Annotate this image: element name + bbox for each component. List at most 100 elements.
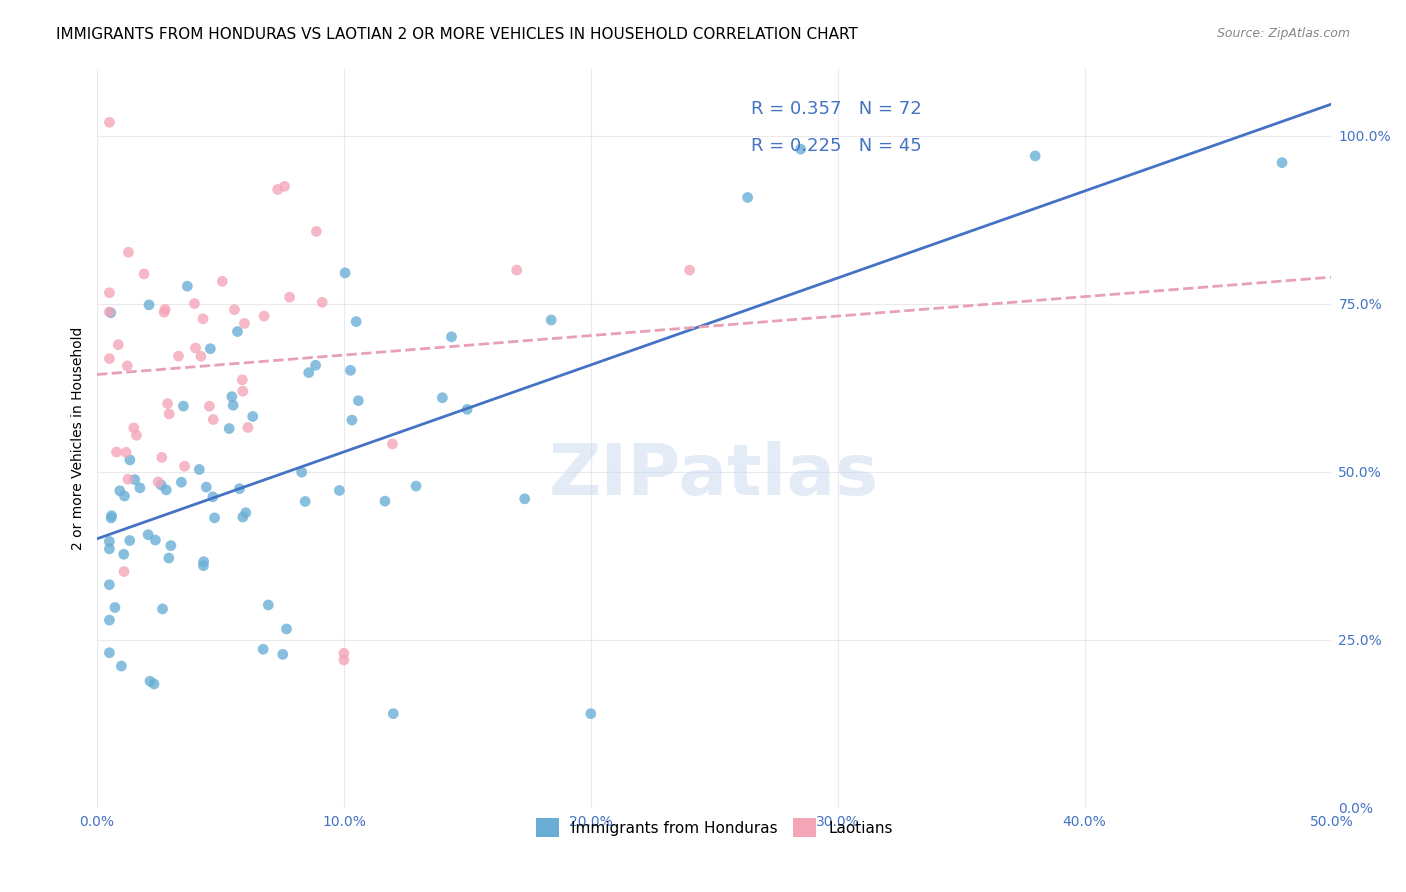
Point bbox=[405, 479, 427, 493]
Text: Source: ZipAtlas.com: Source: ZipAtlas.com bbox=[1216, 27, 1350, 40]
Point bbox=[157, 407, 180, 421]
Point bbox=[100, 306, 122, 320]
Point bbox=[211, 274, 233, 288]
Point bbox=[193, 558, 215, 573]
Point bbox=[117, 472, 139, 486]
Point bbox=[228, 482, 250, 496]
Point bbox=[304, 358, 326, 372]
Point bbox=[125, 428, 148, 442]
Point bbox=[107, 337, 129, 351]
Point bbox=[231, 373, 253, 387]
Text: ZIPatlas: ZIPatlas bbox=[550, 441, 879, 509]
Point bbox=[340, 413, 363, 427]
Point bbox=[236, 420, 259, 434]
Point bbox=[100, 511, 122, 525]
Point bbox=[104, 600, 127, 615]
Point bbox=[252, 642, 274, 657]
Point bbox=[333, 266, 356, 280]
Point bbox=[124, 473, 146, 487]
Point bbox=[98, 285, 121, 300]
Point bbox=[112, 547, 135, 561]
Point bbox=[167, 349, 190, 363]
Point bbox=[98, 578, 121, 592]
Point bbox=[333, 653, 356, 667]
Point bbox=[374, 494, 396, 508]
Point bbox=[198, 399, 221, 413]
Point bbox=[157, 551, 180, 566]
Point bbox=[222, 398, 245, 412]
Point bbox=[98, 351, 121, 366]
Point bbox=[257, 598, 280, 612]
Point bbox=[183, 296, 205, 310]
Y-axis label: 2 or more Vehicles in Household: 2 or more Vehicles in Household bbox=[72, 326, 86, 549]
Point bbox=[221, 390, 243, 404]
Point bbox=[98, 534, 121, 549]
Point bbox=[191, 311, 214, 326]
Point bbox=[115, 445, 138, 459]
Point bbox=[311, 295, 333, 310]
Point bbox=[118, 533, 141, 548]
Point bbox=[176, 279, 198, 293]
Point bbox=[344, 315, 367, 329]
Point bbox=[440, 330, 463, 344]
Point bbox=[204, 511, 226, 525]
Point bbox=[200, 342, 222, 356]
Point bbox=[339, 363, 361, 377]
Point bbox=[145, 533, 167, 547]
Point bbox=[278, 290, 301, 304]
Text: R = 0.357   N = 72: R = 0.357 N = 72 bbox=[751, 100, 922, 118]
Point bbox=[100, 508, 122, 523]
Point bbox=[506, 263, 529, 277]
Point bbox=[276, 622, 298, 636]
Point bbox=[218, 421, 240, 435]
Point bbox=[156, 396, 179, 410]
Point bbox=[232, 384, 254, 399]
Point bbox=[253, 309, 276, 323]
Point bbox=[98, 613, 121, 627]
Point bbox=[172, 399, 194, 413]
Point bbox=[195, 480, 218, 494]
Point bbox=[456, 402, 478, 417]
Point bbox=[1024, 149, 1046, 163]
Point bbox=[138, 298, 160, 312]
Point bbox=[273, 179, 295, 194]
Point bbox=[98, 115, 121, 129]
Point bbox=[155, 483, 177, 497]
Point bbox=[117, 359, 139, 373]
Point bbox=[118, 453, 141, 467]
Point bbox=[188, 462, 211, 476]
Point bbox=[173, 459, 195, 474]
Point bbox=[232, 510, 254, 524]
Point bbox=[143, 677, 166, 691]
Point bbox=[153, 302, 176, 317]
Legend: Immigrants from Honduras, Laotians: Immigrants from Honduras, Laotians bbox=[529, 811, 900, 845]
Point bbox=[132, 267, 155, 281]
Point bbox=[513, 491, 536, 506]
Point bbox=[226, 325, 249, 339]
Point bbox=[190, 349, 212, 363]
Point bbox=[160, 539, 183, 553]
Point bbox=[110, 659, 132, 673]
Point bbox=[105, 445, 128, 459]
Point bbox=[98, 305, 121, 319]
Point bbox=[129, 481, 152, 495]
Point bbox=[98, 646, 121, 660]
Point bbox=[170, 475, 193, 490]
Point bbox=[152, 602, 174, 616]
Text: R = 0.225   N = 45: R = 0.225 N = 45 bbox=[751, 137, 922, 155]
Point bbox=[224, 302, 246, 317]
Point bbox=[1271, 155, 1294, 169]
Point bbox=[201, 490, 224, 504]
Point bbox=[305, 224, 328, 238]
Point bbox=[347, 393, 370, 408]
Point bbox=[153, 305, 176, 319]
Point bbox=[298, 366, 321, 380]
Point bbox=[382, 706, 405, 721]
Point bbox=[328, 483, 350, 498]
Point bbox=[136, 527, 159, 541]
Point bbox=[579, 706, 602, 721]
Point bbox=[117, 245, 139, 260]
Point bbox=[146, 475, 169, 489]
Point bbox=[267, 182, 290, 196]
Point bbox=[150, 450, 173, 465]
